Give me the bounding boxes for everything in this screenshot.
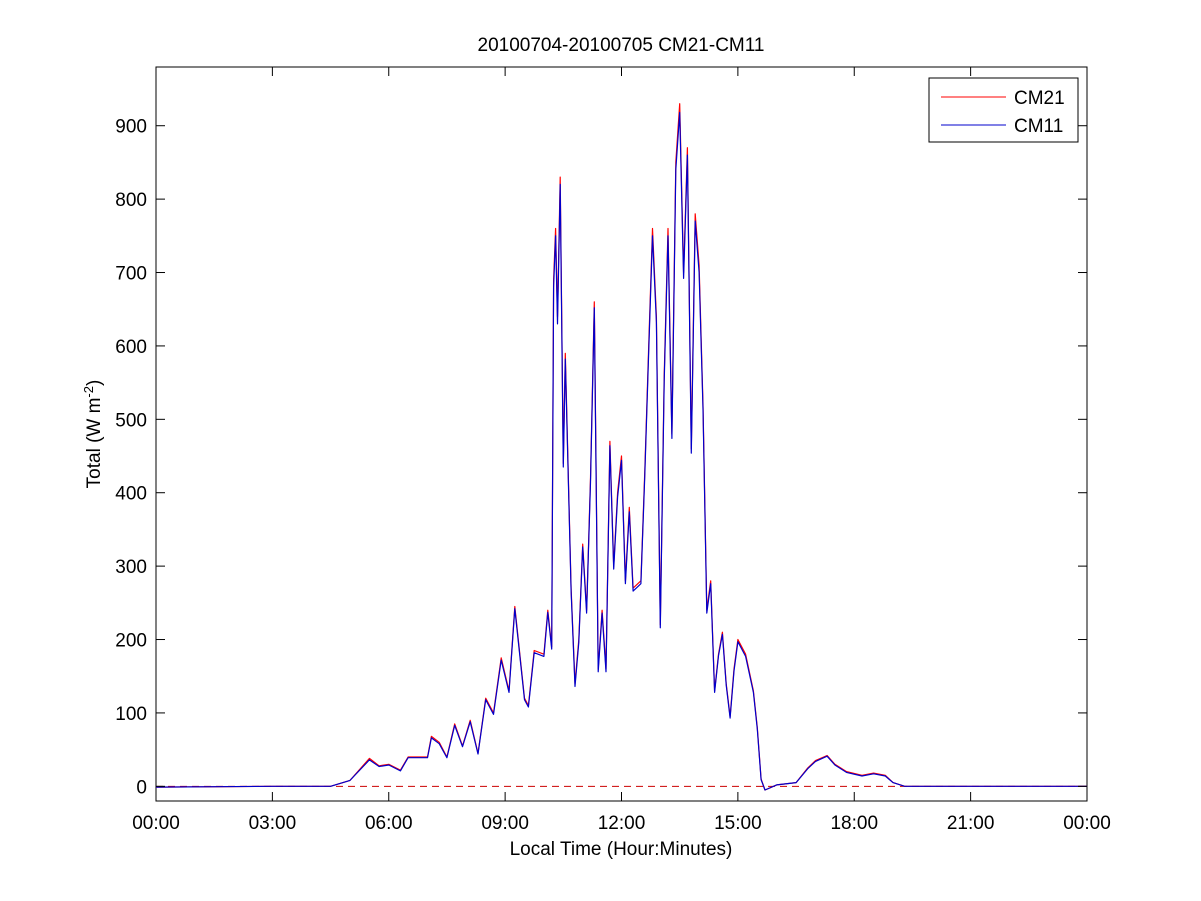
y-tick-label: 800	[115, 190, 147, 211]
chart-title: 20100704-20100705 CM21-CM11	[478, 35, 765, 56]
y-axis-title: Total (W m-2)	[81, 380, 106, 489]
x-tick-label: 21:00	[947, 813, 995, 834]
y-tick-label: 500	[115, 410, 147, 431]
x-tick-label: 15:00	[714, 813, 762, 834]
legend-box	[928, 77, 1079, 143]
plot-area	[155, 66, 1088, 802]
x-tick-label: 09:00	[481, 813, 529, 834]
x-tick-label: 18:00	[830, 813, 878, 834]
y-tick-label: 100	[115, 704, 147, 725]
x-tick-label: 03:00	[249, 813, 297, 834]
series-line-cm11	[155, 111, 1087, 791]
y-tick-label: 600	[115, 337, 147, 358]
y-axis-title-main: Total (W m	[84, 398, 105, 489]
y-tick-label: 700	[115, 264, 147, 285]
legend-label-cm11: CM11	[1014, 116, 1063, 137]
y-tick-label: 200	[115, 631, 147, 652]
y-tick-label: 400	[115, 484, 147, 505]
x-axis-title: Local Time (Hour:Minutes)	[510, 839, 733, 860]
legend-label-cm21: CM21	[1014, 88, 1065, 109]
x-tick-label: 06:00	[365, 813, 413, 834]
y-tick-label: 300	[115, 557, 147, 578]
y-axis-title-sup: -2	[81, 386, 96, 398]
x-tick-label: 00:00	[132, 813, 180, 834]
legend: CM21 CM11	[928, 77, 1079, 143]
y-tick-label: 900	[115, 117, 147, 138]
plot-frame	[155, 66, 1088, 802]
y-axis-title-close: )	[84, 380, 105, 386]
x-tick-label: 12:00	[598, 813, 646, 834]
x-tick-label: 00:00	[1063, 813, 1111, 834]
y-tick-label: 0	[136, 777, 147, 798]
